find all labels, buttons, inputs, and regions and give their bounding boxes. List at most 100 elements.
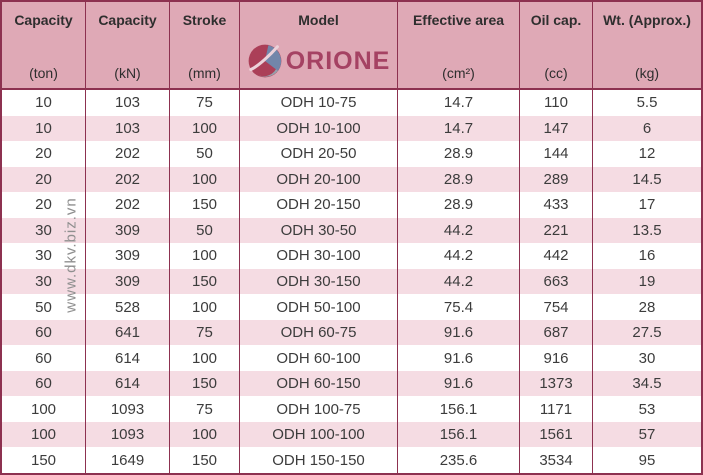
table-cell: 235.6	[398, 447, 520, 473]
orione-logo: ORIONE	[247, 43, 391, 79]
table-cell: 14.5	[632, 170, 662, 188]
orione-logo-text: ORIONE	[285, 46, 391, 75]
table-cell: 50	[2, 294, 86, 320]
table-cell: 1649	[86, 447, 170, 473]
table-cell: 30	[2, 217, 86, 244]
table-cell: ODH 20-150	[240, 192, 398, 218]
table-cell: 91.6	[398, 319, 520, 346]
table-cell: 6	[642, 119, 652, 137]
column-header-capacity-ton: Capacity (ton)	[2, 2, 86, 88]
table-cell: 57	[638, 426, 656, 444]
column-label: Wt. (Approx.)	[603, 12, 691, 28]
table-cell: 44.2	[398, 268, 520, 295]
column-header-capacity-kn: Capacity (kN)	[86, 2, 170, 88]
table-cell: 5.5	[636, 94, 658, 112]
table-cell: 663	[520, 268, 593, 295]
table-cell: 1093	[86, 421, 170, 448]
table-cell: 150	[2, 447, 86, 473]
table-cell: 28.9	[398, 192, 520, 218]
table-cell: 44.2	[398, 243, 520, 269]
table-cell: 100	[170, 345, 240, 371]
table-cell: 144	[520, 141, 593, 167]
table-row: 60 614 100 ODH 60-100 91.6 916 30	[2, 345, 701, 371]
table-cell: 17	[638, 196, 656, 214]
table-cell: 309	[86, 217, 170, 244]
table-cell: 60	[2, 345, 86, 371]
table-cell: 10	[2, 115, 86, 142]
column-header-model: Model ORIONE	[240, 2, 398, 88]
table-cell: 147	[520, 115, 593, 142]
table-cell: 50	[170, 141, 240, 167]
table-cell: 100	[170, 166, 240, 193]
table-row: 20 202 100 ODH 20-100 28.9 289 14.5	[2, 166, 701, 193]
table-cell: ODH 60-100	[240, 345, 398, 371]
column-unit: (cc)	[544, 65, 568, 81]
table-cell: 150	[170, 370, 240, 397]
table-cell: 13.5	[632, 221, 662, 239]
table-row: 30 309 100 ODH 30-100 44.2 442 16	[2, 243, 701, 269]
table-cell: 100	[170, 294, 240, 320]
table-row: 10 103 75 ODH 10-75 14.7 110 5.5	[2, 90, 701, 116]
column-label: Model	[298, 12, 339, 28]
table-row: 20 202 150 ODH 20-150 28.9 433 17	[2, 192, 701, 218]
table-cell: 75.4	[398, 294, 520, 320]
table-cell: 91.6	[398, 370, 520, 397]
table-cell: 1171	[520, 396, 593, 422]
column-label: Capacity	[14, 12, 73, 28]
table-cell: 14.7	[398, 90, 520, 116]
table-cell: 156.1	[398, 396, 520, 422]
table-row: 60 614 150 ODH 60-150 91.6 1373 34.5	[2, 370, 701, 397]
table-cell: 60	[2, 370, 86, 397]
table-cell: ODH 20-50	[240, 141, 398, 167]
column-unit: (ton)	[29, 65, 58, 81]
table-cell: 95	[638, 451, 656, 469]
table-cell: 28.9	[398, 166, 520, 193]
table-cell: 103	[86, 90, 170, 116]
column-header-oil-cap: Oil cap. (cc)	[520, 2, 593, 88]
table-cell: 30	[2, 268, 86, 295]
table-row: 50 528 100 ODH 50-100 75.4 754 28	[2, 294, 701, 320]
table-row: 30 309 50 ODH 30-50 44.2 221 13.5	[2, 217, 701, 244]
table-cell: 20	[2, 141, 86, 167]
table-cell: 44.2	[398, 217, 520, 244]
column-header-weight: Wt. (Approx.) (kg)	[593, 2, 701, 88]
table-cell: 100	[2, 421, 86, 448]
table-cell: 75	[170, 319, 240, 346]
table-cell: 12	[638, 145, 656, 163]
table-cell: 916	[520, 345, 593, 371]
table-header-row: Capacity (ton) Capacity (kN) Stroke (mm)…	[2, 2, 701, 90]
table-cell: 30	[2, 243, 86, 269]
table-cell: ODH 30-100	[240, 243, 398, 269]
table-row: 100 1093 75 ODH 100-75 156.1 1171 53	[2, 396, 701, 422]
table-cell: 150	[170, 192, 240, 218]
table-row: 60 641 75 ODH 60-75 91.6 687 27.5	[2, 319, 701, 346]
table-cell: 100	[170, 115, 240, 142]
table-cell: ODH 60-75	[240, 319, 398, 346]
table-cell: 221	[520, 217, 593, 244]
table-cell: 202	[86, 166, 170, 193]
table-row: 100 1093 100 ODH 100-100 156.1 1561 57	[2, 421, 701, 448]
table-cell: 20	[2, 166, 86, 193]
column-label: Effective area	[412, 12, 505, 28]
table-cell: 1093	[86, 396, 170, 422]
table-cell: ODH 60-150	[240, 370, 398, 397]
table-cell: 50	[170, 217, 240, 244]
table-cell: 528	[86, 294, 170, 320]
column-label: Capacity	[98, 12, 157, 28]
table-cell: 19	[638, 272, 656, 290]
column-header-stroke: Stroke (mm)	[170, 2, 240, 88]
table-cell: 202	[86, 141, 170, 167]
table-cell: 614	[86, 345, 170, 371]
table-cell: 34.5	[632, 375, 662, 393]
table-cell: 30	[638, 349, 656, 367]
table-cell: 10	[2, 90, 86, 116]
table-cell: 100	[170, 243, 240, 269]
table-row: 20 202 50 ODH 20-50 28.9 144 12	[2, 141, 701, 167]
table-cell: 110	[520, 90, 593, 116]
table-cell: 103	[86, 115, 170, 142]
table-cell: 202	[86, 192, 170, 218]
table-cell: 150	[170, 268, 240, 295]
table-cell: ODH 10-75	[240, 90, 398, 116]
column-header-effective-area: Effective area (cm²)	[398, 2, 520, 88]
